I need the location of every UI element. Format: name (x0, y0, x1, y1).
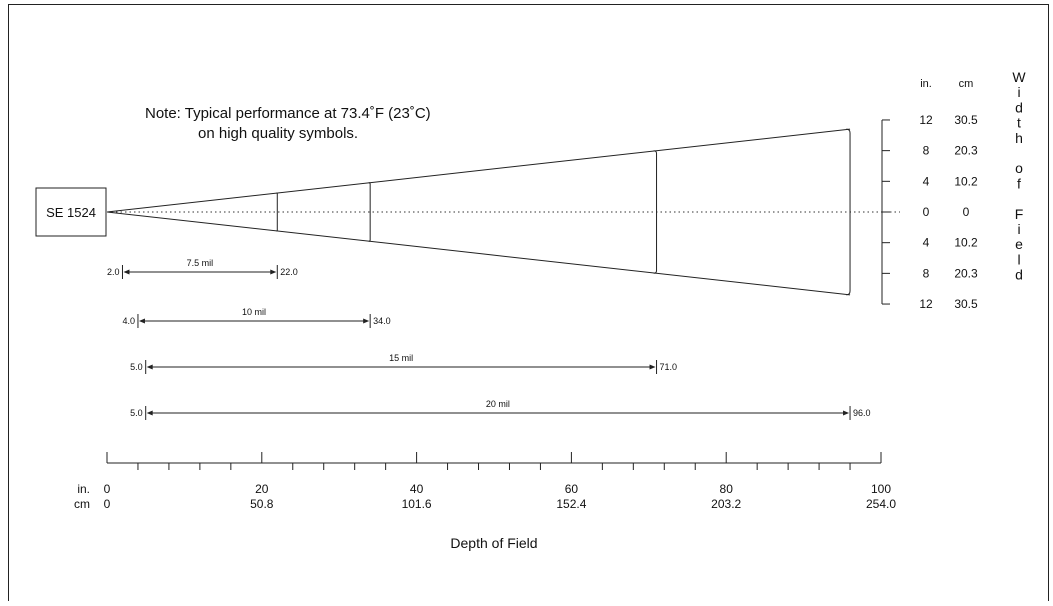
width-tick-label-in: 0 (923, 205, 930, 219)
range-mil-label: 10 mil (242, 307, 266, 317)
beam-lower-edge (106, 211, 851, 296)
note-line-1: Note: Typical performance at 73.4˚F (23˚… (145, 105, 431, 122)
range-arrow-right (649, 364, 656, 370)
depth-tick-label-cm: 101.6 (402, 497, 432, 511)
range-row: 4.0 34.0 10 mil (122, 307, 391, 328)
range-arrow-left (138, 318, 145, 324)
width-tick-label-cm: 30.5 (954, 297, 978, 311)
range-end-label: 71.0 (660, 362, 678, 372)
width-of-field-letter: i (1017, 221, 1020, 237)
range-end-label: 34.0 (373, 316, 391, 326)
width-tick-label-in: 12 (919, 113, 933, 127)
width-unit-cm: cm (959, 78, 974, 90)
width-tick-label-in: 12 (919, 297, 933, 311)
depth-tick-label-cm: 0 (104, 497, 111, 511)
beam-arc (276, 192, 278, 232)
range-mil-label: 7.5 mil (187, 258, 214, 268)
beam-arc (653, 150, 658, 274)
depth-tick-label-cm: 254.0 (866, 497, 896, 511)
width-of-field-letter: e (1015, 236, 1023, 252)
width-of-field-letter: t (1017, 115, 1021, 131)
depth-tick-label-in: 40 (410, 482, 424, 496)
beam-arc (368, 182, 371, 242)
width-tick-label-cm: 10.2 (954, 236, 978, 250)
range-end-label: 96.0 (853, 408, 871, 418)
range-start-label: 5.0 (130, 408, 143, 418)
width-axis: in. cm 12 30.5 8 20.3 4 10.2 0 0 4 10.2 8 20.3 12 30.… (881, 78, 978, 311)
range-start-label: 4.0 (122, 316, 135, 326)
range-mil-label: 15 mil (389, 353, 413, 363)
depth-tick-label-in: 100 (871, 482, 891, 496)
width-of-field-letter: h (1015, 130, 1023, 146)
width-tick-label-in: 8 (923, 266, 930, 280)
depth-tick-label-cm: 152.4 (556, 497, 586, 511)
note-line-2: on high quality symbols. (198, 125, 358, 142)
range-arrow-right (363, 318, 370, 324)
beam-arc (846, 128, 851, 296)
width-unit-in: in. (920, 78, 932, 90)
depth-tick-label-cm: 50.8 (250, 497, 274, 511)
width-of-field-letter: i (1017, 84, 1020, 100)
range-mil-label: 20 mil (486, 399, 510, 409)
depth-unit-in: in. (77, 482, 90, 496)
scan-beam (106, 128, 900, 296)
depth-tick-label-in: 0 (104, 482, 111, 496)
range-arrow-right (270, 269, 277, 275)
depth-tick-label-in: 20 (255, 482, 269, 496)
outer-border (8, 4, 1049, 605)
range-arrow-right (843, 410, 850, 416)
range-arrow-left (146, 410, 153, 416)
width-of-field-letter: d (1015, 267, 1023, 283)
width-of-field-letter: l (1017, 251, 1020, 267)
depth-tick-label-cm: 203.2 (711, 497, 741, 511)
scanner-box (35, 187, 107, 237)
range-start-label: 2.0 (107, 267, 120, 277)
width-tick-label-cm: 30.5 (954, 113, 978, 127)
range-arrow-left (146, 364, 153, 370)
range-row: 5.0 71.0 15 mil (130, 353, 677, 374)
range-row: 2.0 22.0 7.5 mil (107, 258, 298, 279)
range-arrow-left (123, 269, 130, 275)
width-tick-label-cm: 10.2 (954, 174, 978, 188)
beam-upper-edge (106, 128, 851, 213)
range-row: 5.0 96.0 20 mil (130, 399, 871, 420)
width-of-field-letter: o (1015, 160, 1023, 176)
range-start-label: 5.0 (130, 362, 143, 372)
depth-tick-label-in: 60 (565, 482, 579, 496)
width-tick-label-in: 4 (923, 236, 930, 250)
width-tick-label-cm: 0 (963, 205, 970, 219)
width-of-field-letter: f (1017, 175, 1021, 191)
width-of-field-letter: W (1012, 69, 1026, 85)
depth-tick-label-in: 80 (720, 482, 734, 496)
width-tick-label-cm: 20.3 (954, 266, 978, 280)
depth-axis-title: Depth of Field (450, 535, 537, 551)
width-of-field-letter: d (1015, 99, 1023, 115)
depth-axis: in. cm Depth of Field 002050.840101.6601… (74, 452, 896, 551)
scanner-label: SE 1524 (46, 205, 96, 220)
range-end-label: 22.0 (280, 267, 298, 277)
depth-unit-cm: cm (74, 497, 90, 511)
width-of-field-letter: F (1015, 206, 1024, 222)
width-tick-label-cm: 20.3 (954, 144, 978, 158)
range-bars: 2.0 22.0 7.5 mil 4.0 34.0 10 mil 5.0 71.0 15 mil… (107, 258, 871, 420)
width-tick-label-in: 8 (923, 144, 930, 158)
width-tick-label-in: 4 (923, 174, 930, 188)
